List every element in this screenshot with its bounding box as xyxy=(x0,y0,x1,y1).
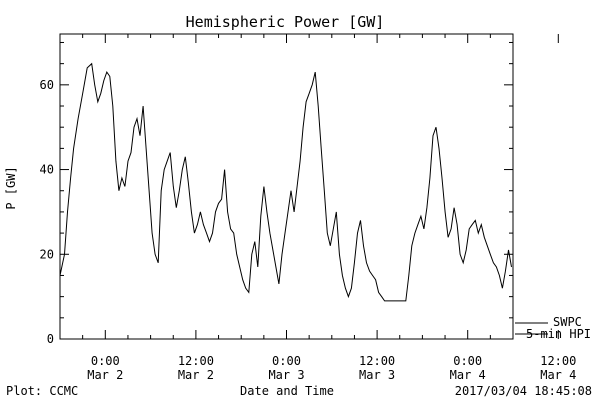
x-tick-time-label: 12:00 xyxy=(359,354,395,368)
chart-title: Hemispheric Power [GW] xyxy=(186,13,385,31)
footer-timestamp: 2017/03/04 18:45:08 xyxy=(455,384,592,398)
legend: SWPC 5-min HPI xyxy=(515,315,591,341)
y-tick-label: 60 xyxy=(40,78,54,92)
x-tick-date-label: Mar 2 xyxy=(87,368,123,382)
x-tick-date-label: Mar 3 xyxy=(359,368,395,382)
x-tick-time-label: 0:00 xyxy=(91,354,120,368)
plot-frame xyxy=(59,33,514,340)
x-tick-date-label: Mar 4 xyxy=(540,368,576,382)
x-tick-time-label: 12:00 xyxy=(540,354,576,368)
y-tick-label: 0 xyxy=(47,332,54,346)
legend-hpi-label: 5-min HPI xyxy=(526,327,591,341)
x-tick-date-label: Mar 3 xyxy=(268,368,304,382)
y-tick-label: 40 xyxy=(40,163,54,177)
x-axis-label: Date and Time xyxy=(240,384,334,398)
series-line-5-min-hpi xyxy=(59,62,512,302)
x-tick-time-label: 12:00 xyxy=(178,354,214,368)
y-tick-label: 20 xyxy=(40,247,54,261)
footer-credit: Plot: CCMC xyxy=(6,384,78,398)
x-tick-date-label: Mar 4 xyxy=(450,368,486,382)
x-tick-time-label: 0:00 xyxy=(272,354,301,368)
x-tick-date-label: Mar 2 xyxy=(178,368,214,382)
legend-swpc-label: SWPC xyxy=(553,315,582,329)
y-axis-label: P [GW] xyxy=(4,166,18,209)
x-tick-time-label: 0:00 xyxy=(453,354,482,368)
y-axis: 0 20 40 60 xyxy=(40,41,513,346)
